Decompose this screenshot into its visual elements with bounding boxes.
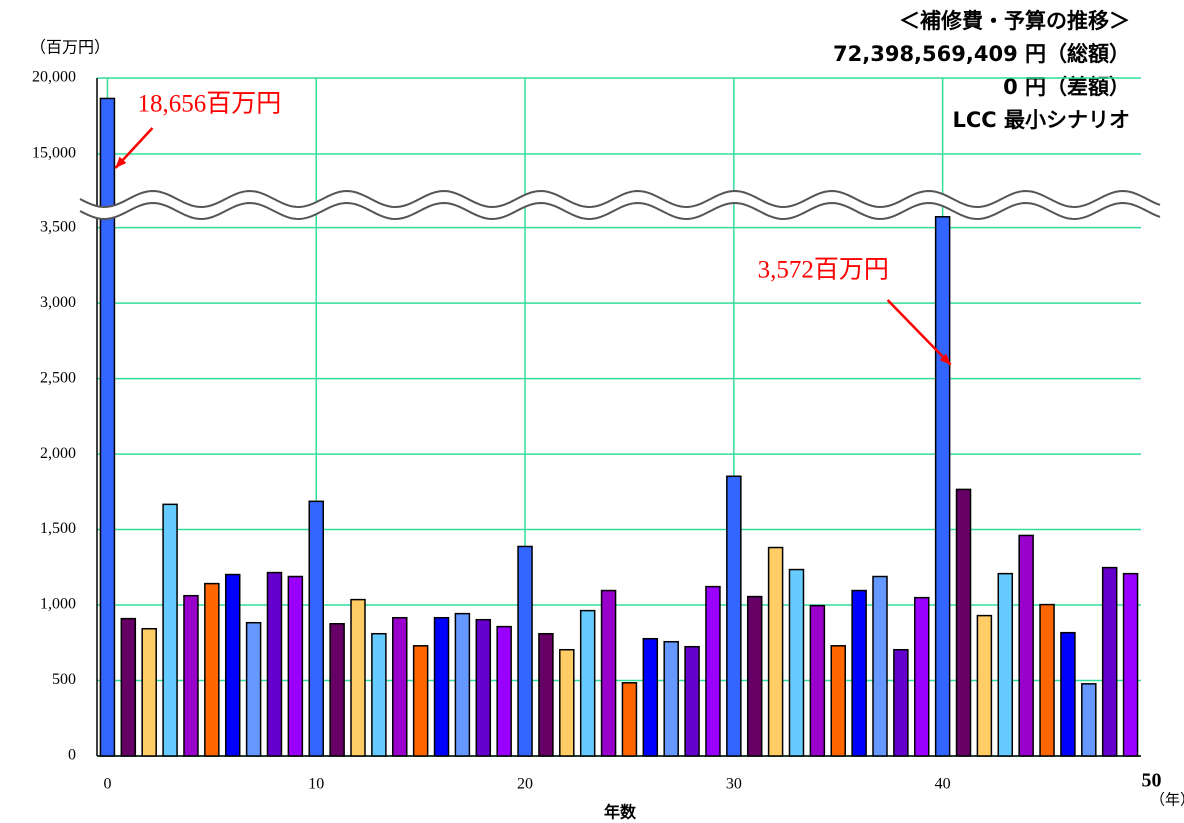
y-tick-label: 0 <box>68 747 76 764</box>
x-unit: （年） <box>1150 791 1184 809</box>
bar <box>767 546 784 757</box>
bar <box>287 575 304 757</box>
x-tick-label: 50 <box>1141 770 1161 792</box>
bar <box>726 475 742 757</box>
bar <box>1060 631 1076 757</box>
x-tick-label: 0 <box>103 776 111 793</box>
bar <box>851 589 867 757</box>
bar <box>579 609 596 757</box>
y-unit: （百万円） <box>30 38 110 57</box>
bar <box>788 568 805 757</box>
annotation-arrow <box>886 299 952 366</box>
bar <box>120 617 137 757</box>
bar <box>872 575 888 757</box>
bar <box>705 585 721 757</box>
annotation: 3,572百万円 <box>758 257 889 284</box>
x-axis-label: 年数 <box>604 803 637 822</box>
bar <box>538 632 554 757</box>
chart-title: LCC 最小シナリオ <box>952 108 1130 132</box>
bar <box>433 616 450 757</box>
y-tick-label: 3,000 <box>40 294 76 311</box>
bar <box>350 598 366 757</box>
bar <box>245 621 262 757</box>
bar <box>914 596 930 757</box>
bar <box>204 582 220 757</box>
bar <box>809 604 826 757</box>
chart-title: 0 円（差額） <box>1003 75 1130 99</box>
y-tick-label: 15,000 <box>32 145 76 162</box>
bar <box>642 637 659 757</box>
x-tick-label: 40 <box>935 776 951 793</box>
annotation-arrowhead <box>115 156 127 168</box>
bar <box>934 216 951 757</box>
y-tick-label: 1,500 <box>40 520 76 537</box>
chart-title: ＜補修費・予算の推移＞ <box>899 9 1130 33</box>
y-tick-label: 20,000 <box>32 69 76 86</box>
y-tick-label: 2,500 <box>40 369 76 386</box>
y-tick-label: 2,000 <box>40 445 76 462</box>
x-tick-label: 10 <box>308 776 324 793</box>
bar <box>162 503 178 757</box>
bar <box>893 648 909 757</box>
bar <box>412 645 429 757</box>
y-tick-label: 1,000 <box>40 596 76 613</box>
bar <box>224 573 241 757</box>
bar <box>1018 534 1034 757</box>
bar <box>183 594 199 757</box>
bar <box>308 500 324 757</box>
y-tick-label: 500 <box>52 671 76 688</box>
bar <box>663 640 679 757</box>
bar <box>1122 572 1139 757</box>
bar <box>99 97 116 757</box>
annotation-arrowhead <box>939 353 951 365</box>
bar <box>1081 683 1097 757</box>
axis-break <box>80 191 1160 219</box>
x-tick-label: 30 <box>726 776 742 793</box>
bar <box>621 682 638 757</box>
x-tick-label: 20 <box>517 776 533 793</box>
bar <box>746 595 763 757</box>
bar <box>684 645 700 757</box>
bar <box>454 612 471 757</box>
bar <box>475 618 492 757</box>
axis-break-line <box>79 201 1161 221</box>
annotation: 18,656百万円 <box>137 91 281 118</box>
bar <box>559 648 575 757</box>
bar <box>997 572 1014 757</box>
bar <box>496 625 512 757</box>
bar <box>1101 566 1118 757</box>
bar <box>266 571 283 757</box>
bar <box>392 616 408 757</box>
bar <box>830 645 846 757</box>
axis-break-line <box>79 189 1161 209</box>
bar <box>371 632 387 757</box>
bar <box>955 488 972 757</box>
bar <box>976 614 993 757</box>
bar <box>1039 603 1055 757</box>
bar <box>600 589 617 757</box>
y-tick-label: 3,500 <box>40 218 76 235</box>
bar <box>329 623 345 757</box>
bar <box>517 545 533 757</box>
chart-title: 72,398,569,409 円（総額） <box>833 42 1130 66</box>
bar <box>141 627 157 757</box>
